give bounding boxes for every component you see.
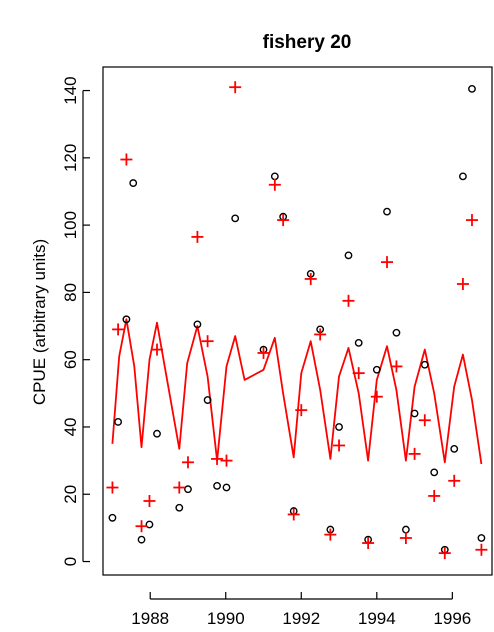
- observed-point: [213, 481, 221, 490]
- y-axis-label: CPUE (arbitrary units): [30, 239, 49, 405]
- expected-point: [277, 214, 290, 227]
- y-tick-label: 40: [61, 418, 80, 437]
- expected-point: [295, 404, 308, 417]
- expected-point: [362, 537, 375, 550]
- expected-point: [201, 335, 214, 348]
- x-tick-label: 1990: [207, 609, 245, 628]
- expected-point: [135, 520, 148, 533]
- expected-point: [229, 81, 242, 94]
- observed-point: [344, 251, 353, 260]
- expected-cpue-line: [111, 318, 483, 465]
- marker-layer: [106, 81, 488, 560]
- expected-point: [342, 294, 355, 307]
- y-tick-label: 120: [61, 144, 80, 172]
- observed-point: [145, 520, 154, 529]
- observed-point: [401, 525, 410, 534]
- observed-point: [420, 360, 429, 369]
- y-tick-label: 80: [61, 283, 80, 302]
- expected-point: [314, 328, 327, 341]
- y-tick-label: 140: [61, 76, 80, 104]
- expected-point: [304, 272, 317, 285]
- expected-point: [352, 367, 365, 380]
- expected-line-layer: [111, 318, 483, 465]
- observed-point: [410, 409, 419, 418]
- expected-point: [408, 447, 421, 460]
- observed-point: [114, 418, 123, 426]
- expected-point: [220, 454, 233, 467]
- expected-point: [268, 178, 281, 191]
- observed-point: [129, 179, 138, 187]
- y-axis: 0 20 40 60 80 100 120 140: [61, 76, 90, 566]
- observed-point: [184, 485, 192, 494]
- observed-point: [372, 365, 381, 374]
- expected-point: [324, 528, 337, 541]
- observed-point: [430, 468, 439, 477]
- observed-point: [335, 423, 343, 431]
- observed-point: [193, 320, 202, 329]
- observed-point: [222, 483, 231, 492]
- expected-point: [418, 414, 431, 427]
- expected-point: [181, 456, 194, 469]
- expected-point: [287, 508, 300, 521]
- observed-point: [383, 207, 391, 216]
- x-tick-label: 1988: [131, 609, 169, 628]
- expected-point: [381, 256, 394, 269]
- expected-point: [390, 360, 403, 373]
- observed-point: [203, 396, 212, 404]
- expected-point: [143, 494, 156, 507]
- observed-point: [231, 214, 240, 223]
- expected-point: [211, 452, 224, 465]
- observed-point: [450, 444, 459, 453]
- observed-point: [468, 84, 476, 93]
- y-tick-label: 60: [61, 350, 80, 369]
- y-tick-label: 0: [61, 557, 80, 566]
- plot-frame: [102, 66, 493, 576]
- observed-point: [392, 328, 401, 337]
- observed-point: [270, 172, 279, 181]
- expected-point: [370, 390, 383, 403]
- expected-point: [456, 277, 469, 290]
- observed-point: [459, 172, 467, 181]
- expected-point: [112, 323, 125, 336]
- observed-point: [153, 429, 161, 438]
- x-tick-label: 1994: [358, 609, 396, 628]
- x-tick-label: 1996: [433, 609, 471, 628]
- expected-point: [257, 346, 270, 359]
- expected-point: [399, 531, 412, 544]
- expected-point: [106, 481, 119, 494]
- expected-point: [151, 343, 164, 356]
- observed-point: [175, 503, 184, 512]
- chart-title: fishery 20: [263, 32, 352, 53]
- expected-point: [191, 230, 204, 243]
- observed-point: [137, 535, 146, 544]
- y-tick-label: 20: [61, 485, 80, 504]
- expected-point: [465, 214, 478, 227]
- expected-point: [333, 439, 346, 452]
- expected-point: [428, 489, 441, 502]
- expected-point: [120, 153, 133, 166]
- y-tick-label: 100: [61, 211, 80, 239]
- x-tick-label: 1992: [282, 609, 320, 628]
- x-axis: 1988 1990 1992 1994 1996: [131, 592, 471, 628]
- expected-point: [448, 474, 461, 487]
- observed-point: [354, 338, 363, 347]
- observed-point: [122, 315, 131, 324]
- observed-point: [108, 513, 117, 522]
- expected-point: [438, 547, 451, 560]
- observed-point: [477, 534, 486, 542]
- expected-point: [475, 543, 488, 556]
- expected-point: [173, 481, 186, 494]
